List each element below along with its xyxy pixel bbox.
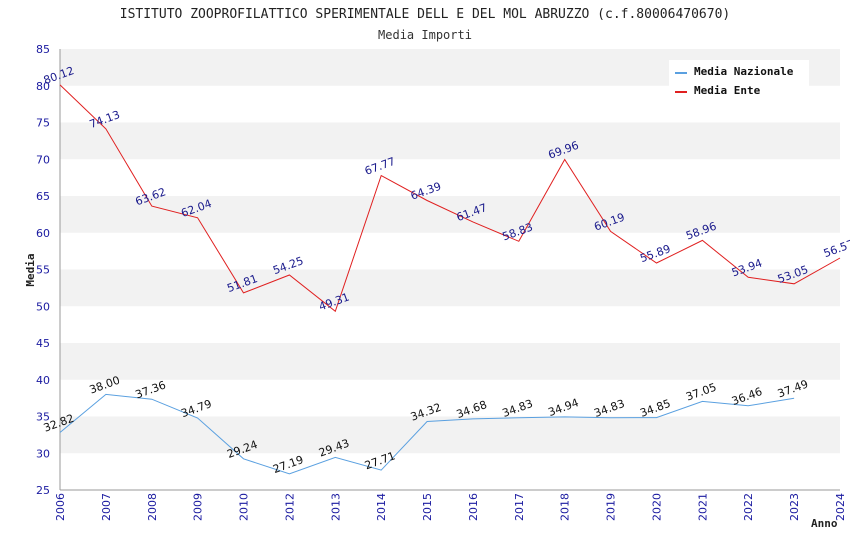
y-tick-label: 50 <box>36 300 50 313</box>
chart-subtitle: Media Importi <box>378 28 472 42</box>
grid-band <box>60 159 840 196</box>
x-tick-label: 2023 <box>788 493 801 521</box>
y-tick-label: 60 <box>36 227 50 240</box>
y-tick-label: 85 <box>36 43 50 56</box>
y-tick-label: 25 <box>36 484 50 497</box>
grid-band <box>60 122 840 160</box>
x-tick-label: 2007 <box>100 493 113 521</box>
y-tick-label: 55 <box>36 264 50 277</box>
legend: Media Nazionale Media Ente <box>669 60 809 100</box>
x-tick-label: 2008 <box>146 493 159 521</box>
x-tick-label: 2013 <box>329 493 342 521</box>
chart-axes <box>59 49 840 491</box>
x-tick-label: 2024 <box>834 493 847 521</box>
y-tick-labels: 25 30 35 40 45 50 55 60 65 70 75 80 85 <box>36 43 50 497</box>
grid-band <box>60 269 840 307</box>
y-tick-label: 65 <box>36 190 50 203</box>
y-tick-label: 40 <box>36 374 50 387</box>
y-tick-label: 35 <box>36 411 50 424</box>
x-tick-label: 2009 <box>192 493 205 521</box>
x-tick-label: 2015 <box>421 493 434 521</box>
x-tick-label: 2018 <box>559 493 572 521</box>
legend-box <box>669 60 809 100</box>
x-tick-label: 2016 <box>467 493 480 521</box>
x-tick-label: 2022 <box>742 493 755 521</box>
x-tick-label: 2020 <box>650 493 663 521</box>
x-tick-label: 2019 <box>605 493 618 521</box>
y-tick-label: 75 <box>36 117 50 130</box>
x-tick-label: 2021 <box>696 493 709 521</box>
series-line-media-ente <box>59 84 841 313</box>
grid-band <box>60 416 840 454</box>
grid-band <box>60 232 840 270</box>
x-axis-label: Anno <box>811 517 838 530</box>
x-tick-label: 2017 <box>513 493 526 521</box>
y-tick-label: 45 <box>36 337 50 350</box>
grid-band <box>60 306 840 343</box>
grid-band <box>60 196 840 233</box>
grid-band <box>60 453 840 490</box>
x-tick-label: 2006 <box>54 493 67 521</box>
y-tick-label: 30 <box>36 447 50 460</box>
legend-label-media-nazionale: Media Nazionale <box>694 65 794 78</box>
grid-bands <box>60 49 840 490</box>
grid-band <box>60 379 840 417</box>
grid-band <box>60 343 840 380</box>
x-tick-label: 2012 <box>283 493 296 521</box>
legend-label-media-ente: Media Ente <box>694 84 761 97</box>
series-line-media-nazionale <box>59 393 795 475</box>
y-tick-label: 70 <box>36 153 50 166</box>
x-tick-label: 2010 <box>238 493 251 521</box>
chart-title: ISTITUTO ZOOPROFILATTICO SPERIMENTALE DE… <box>120 7 730 22</box>
y-tick-label: 80 <box>36 80 50 93</box>
y-axis-label: Media <box>24 253 37 286</box>
x-tick-label: 2014 <box>375 493 388 521</box>
x-tick-labels: 2006 2007 2008 2009 2010 2012 2013 2014 2015 2016… <box>54 493 847 521</box>
series-lines <box>59 84 841 475</box>
